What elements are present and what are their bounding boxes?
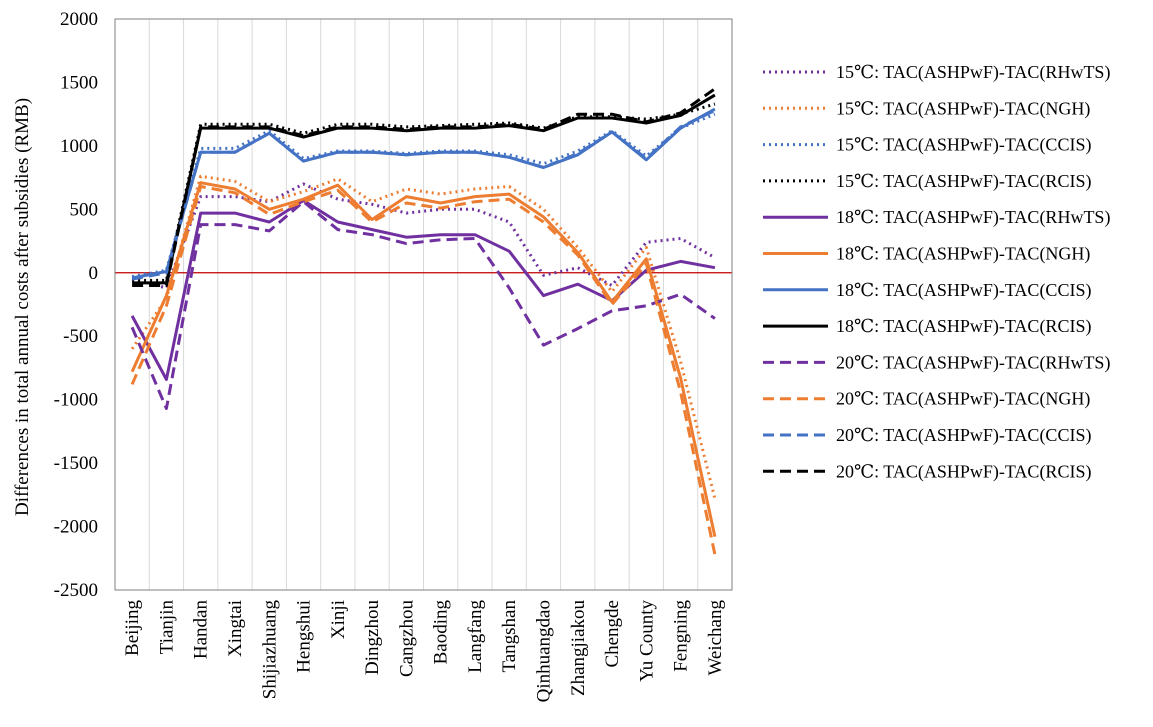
legend-label: 15℃: TAC(ASHPwF)-TAC(NGH): [836, 98, 1090, 119]
x-tick-label: Tianjin: [156, 600, 177, 655]
x-tick-label: Tangshan: [499, 600, 520, 673]
y-tick-label: 0: [89, 263, 99, 284]
x-tick-label: Cangzhou: [396, 600, 417, 678]
legend-label: 15℃: TAC(ASHPwF)-TAC(RHwTS): [836, 62, 1110, 83]
legend-item: 18℃: TAC(ASHPwF)-TAC(CCIS): [763, 280, 1091, 301]
legend-item: 20℃: TAC(ASHPwF)-TAC(RCIS): [763, 461, 1091, 482]
y-tick-label: 500: [70, 199, 99, 220]
y-tick-label: 2000: [60, 9, 98, 30]
x-axis-ticks: Beijing Tianjin Handan Xingtai Shijiazhuang H…: [122, 600, 726, 703]
series-lines: [130, 87, 717, 555]
y-tick-label: -500: [63, 326, 98, 347]
legend-item: 18℃: TAC(ASHPwF)-TAC(RHwTS): [763, 207, 1110, 228]
x-tick-label: Shijiazhuang: [259, 600, 280, 700]
y-axis-ticks: -2500 -2000 -1500 -1000 -500 0 500 1000 1500 2000: [54, 9, 98, 601]
legend-label: 18℃: TAC(ASHPwF)-TAC(RCIS): [836, 316, 1091, 337]
y-tick-label: -1500: [54, 453, 98, 474]
y-tick-label: 1500: [60, 72, 98, 93]
series-line-9: [130, 185, 717, 555]
x-tick-label: Yu County: [636, 600, 657, 682]
legend-label: 18℃: TAC(ASHPwF)-TAC(RHwTS): [836, 207, 1110, 228]
x-tick-label: Beijing: [122, 600, 143, 656]
legend-item: 15℃: TAC(ASHPwF)-TAC(CCIS): [763, 135, 1091, 156]
x-tick-label: Hengshui: [294, 600, 315, 673]
x-tick-label: Xinji: [328, 600, 349, 639]
legend-label: 18℃: TAC(ASHPwF)-TAC(CCIS): [836, 280, 1091, 301]
legend: 15℃: TAC(ASHPwF)-TAC(RHwTS) 15℃: TAC(ASHP…: [763, 62, 1110, 482]
series-line-8: [130, 200, 716, 410]
x-tick-label: Dingzhou: [362, 600, 383, 675]
series-line-1: [130, 174, 717, 499]
series-line-11: [132, 87, 716, 287]
legend-label: 15℃: TAC(ASHPwF)-TAC(RCIS): [836, 171, 1091, 192]
legend-item: 18℃: TAC(ASHPwF)-TAC(RCIS): [763, 316, 1091, 337]
x-tick-label: Chengde: [602, 600, 623, 668]
x-tick-label: Langfang: [465, 600, 486, 673]
legend-item: 15℃: TAC(ASHPwF)-TAC(NGH): [763, 98, 1090, 119]
legend-label: 20℃: TAC(ASHPwF)-TAC(RCIS): [836, 461, 1091, 482]
x-tick-label: Weichang: [705, 600, 726, 676]
x-tick-label: Qinhuangdao: [533, 600, 554, 702]
vertical-gridlines: [148, 19, 699, 590]
x-tick-label: Fengning: [671, 600, 692, 672]
y-tick-label: -2000: [54, 517, 98, 538]
x-tick-label: Handan: [191, 600, 212, 660]
plot-border: [114, 18, 733, 591]
plot-frame: [114, 18, 733, 591]
legend-item: 15℃: TAC(ASHPwF)-TAC(RCIS): [763, 171, 1091, 192]
series-line-10: [131, 109, 716, 281]
series-line-3: [132, 102, 716, 282]
legend-item: 15℃: TAC(ASHPwF)-TAC(RHwTS): [763, 62, 1110, 83]
legend-label: 20℃: TAC(ASHPwF)-TAC(RHwTS): [836, 352, 1110, 373]
legend-item: 20℃: TAC(ASHPwF)-TAC(CCIS): [763, 425, 1091, 446]
legend-item: 20℃: TAC(ASHPwF)-TAC(RHwTS): [763, 352, 1110, 373]
y-tick-label: -1000: [54, 390, 98, 411]
y-tick-label: 1000: [60, 136, 98, 157]
series-line-5: [130, 181, 717, 538]
x-tick-label: Zhangjiakou: [568, 600, 589, 697]
x-tick-label: Baoding: [431, 600, 452, 665]
y-tick-label: -2500: [54, 580, 98, 601]
legend-item: 18℃: TAC(ASHPwF)-TAC(NGH): [763, 244, 1090, 265]
legend-label: 20℃: TAC(ASHPwF)-TAC(CCIS): [836, 425, 1091, 446]
x-tick-label: Xingtai: [225, 600, 246, 657]
legend-label: 15℃: TAC(ASHPwF)-TAC(CCIS): [836, 135, 1091, 156]
legend-item: 20℃: TAC(ASHPwF)-TAC(NGH): [763, 389, 1090, 410]
y-axis-title: Differences in total annual costs after …: [12, 98, 33, 516]
legend-label: 20℃: TAC(ASHPwF)-TAC(NGH): [836, 389, 1090, 410]
legend-label: 18℃: TAC(ASHPwF)-TAC(NGH): [836, 244, 1090, 265]
